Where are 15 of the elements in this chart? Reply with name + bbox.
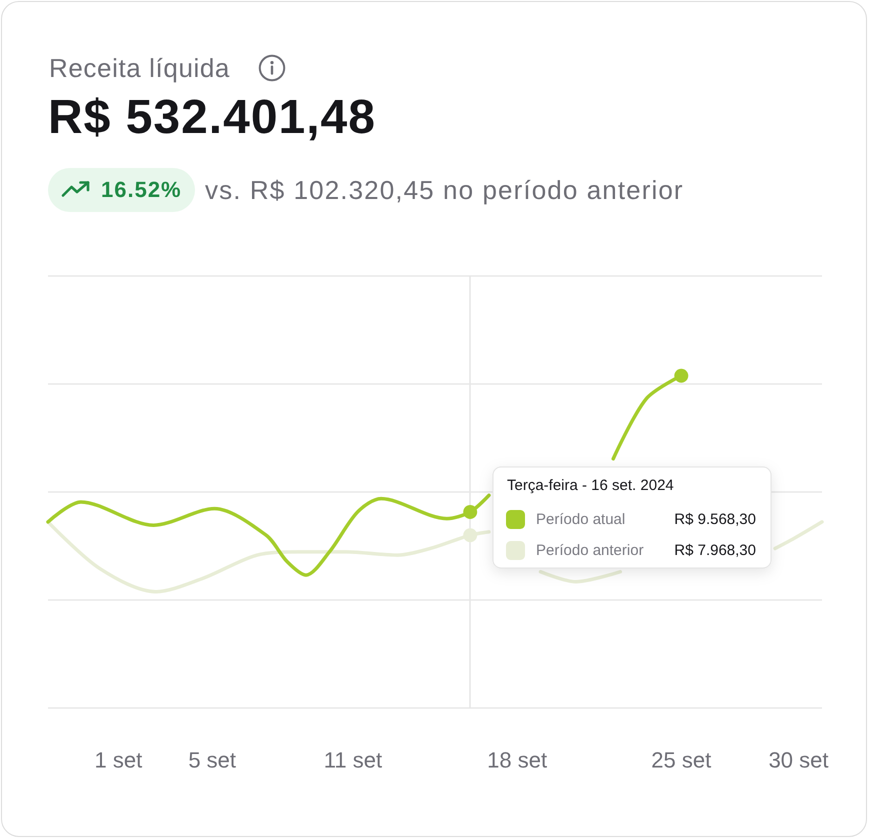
annotation: R$ 7.968,30: [674, 542, 756, 559]
chart-subtitle: R$ 532.401,48: [48, 91, 376, 144]
chart-title: Receita líquida: [49, 53, 230, 83]
percent-badge: 16.52%: [48, 168, 195, 212]
x-tick-label: 25 set: [651, 748, 712, 772]
x-tick-label: 30 set: [768, 748, 829, 772]
legend-label: Período anterior: [536, 542, 644, 559]
x-tick-label: 5 set: [188, 748, 236, 772]
text: vs. R$ 102.320,45 no período anterior: [205, 175, 684, 205]
legend-title: Terça-feira - 16 set. 2024: [507, 477, 674, 494]
x-tick-label: 18 set: [487, 748, 548, 772]
x-tick-label: 1 set: [94, 748, 142, 772]
legend-label: Período atual: [536, 511, 626, 528]
annotation: R$ 9.568,30: [674, 511, 756, 528]
x-tick-label: 11 set: [324, 748, 382, 772]
